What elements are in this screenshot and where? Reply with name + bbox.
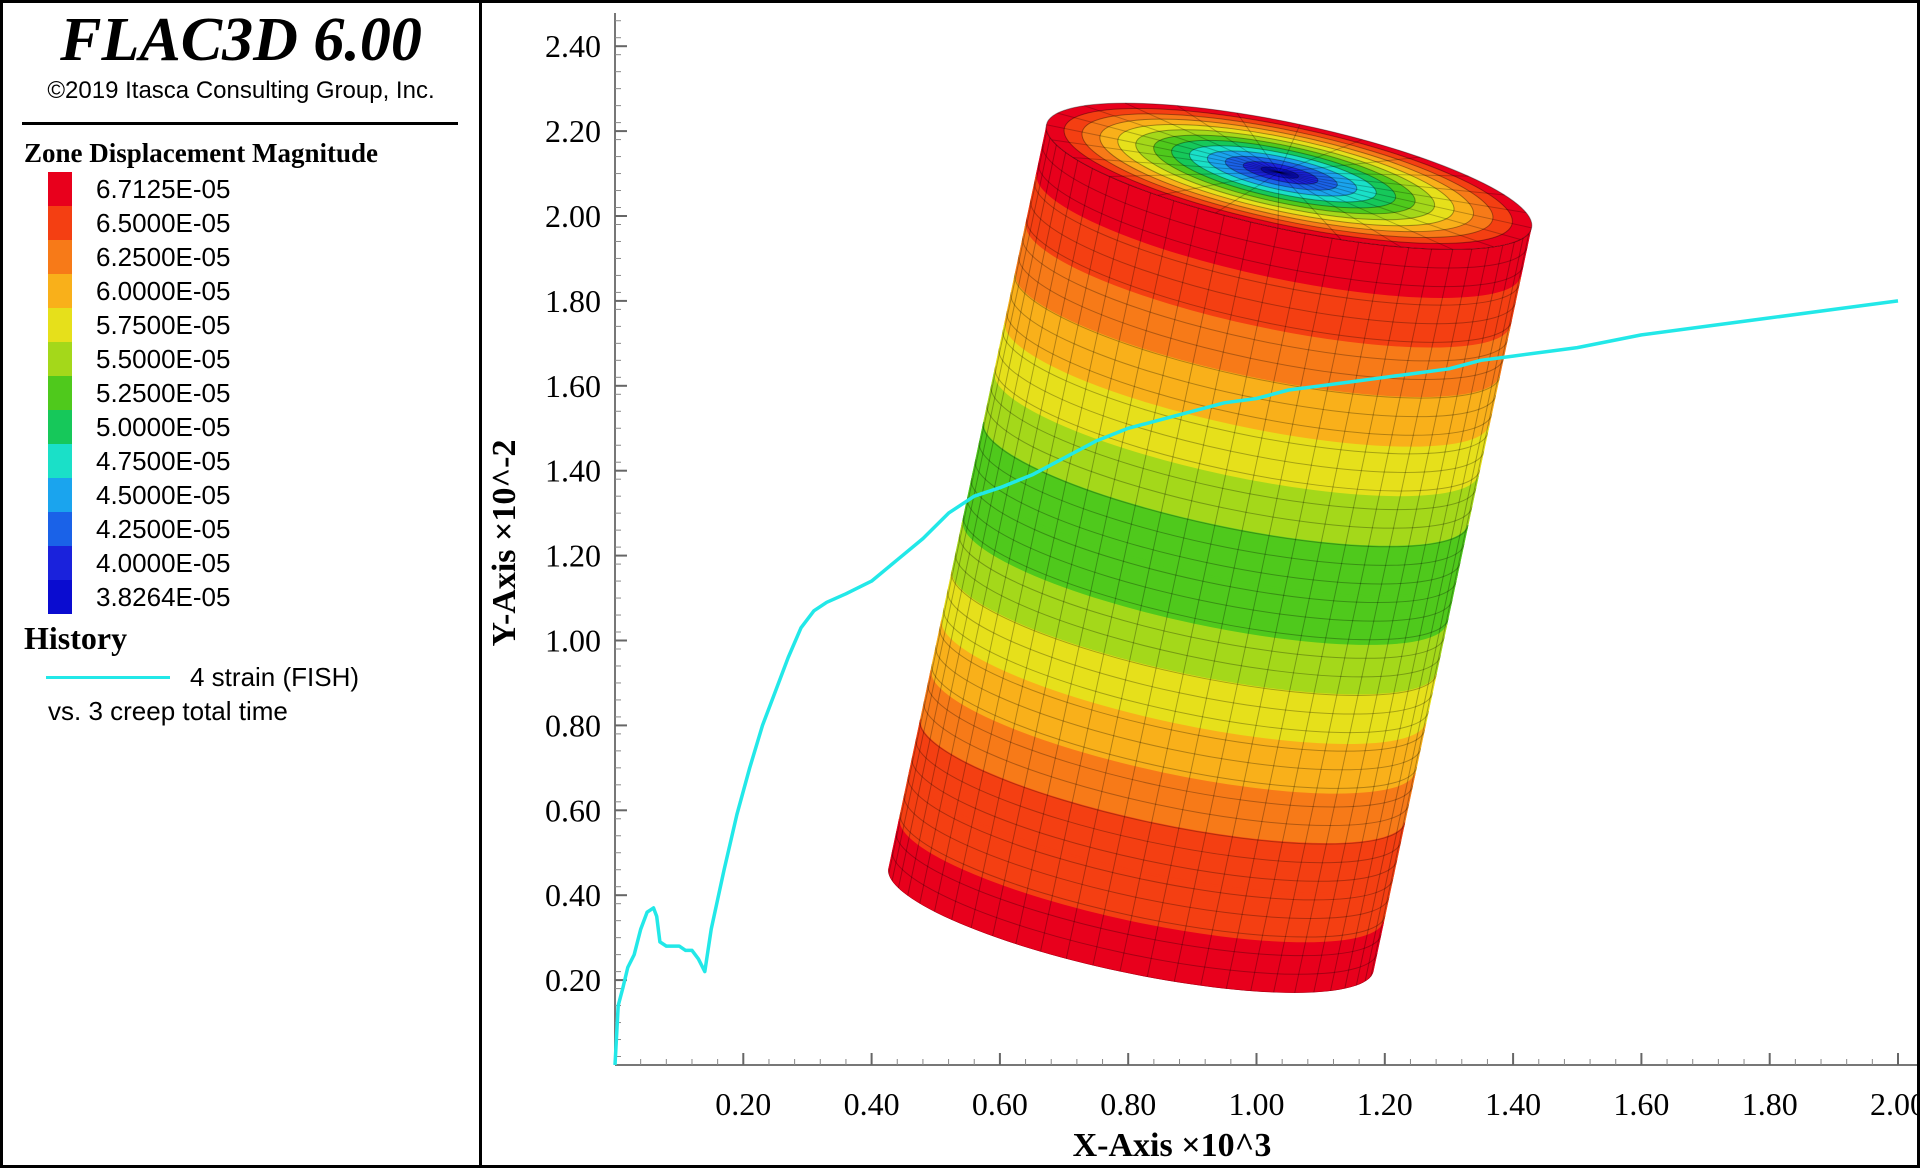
history-vs-label: vs. 3 creep total time bbox=[48, 696, 288, 726]
history-heading: History bbox=[24, 620, 128, 656]
color-scale-label: 6.7125E-05 bbox=[96, 174, 231, 204]
history-series-label: 4 strain (FISH) bbox=[190, 662, 360, 692]
y-tick-label: 2.20 bbox=[545, 113, 601, 149]
color-scale-label: 6.5000E-05 bbox=[96, 208, 231, 238]
x-tick-label: 0.60 bbox=[972, 1086, 1028, 1122]
x-axis-title: X-Axis ×10^3 bbox=[1073, 1127, 1272, 1164]
history-line-sample bbox=[46, 676, 170, 679]
y-axis-title: Y-Axis ×10^-2 bbox=[486, 440, 523, 647]
x-tick-label: 2.00 bbox=[1870, 1086, 1917, 1122]
app-title: FLAC3D 6.00 bbox=[60, 6, 422, 74]
color-scale-swatch bbox=[48, 240, 72, 274]
y-tick-label: 0.60 bbox=[545, 792, 601, 828]
color-scale-swatch bbox=[48, 308, 72, 342]
y-tick-label: 0.20 bbox=[545, 962, 601, 998]
color-scale-label: 5.2500E-05 bbox=[96, 378, 231, 408]
y-tick-label: 0.80 bbox=[545, 707, 601, 743]
color-scale-label: 4.7500E-05 bbox=[96, 446, 231, 476]
y-tick-label: 1.40 bbox=[545, 453, 601, 489]
y-tick-label: 1.60 bbox=[545, 368, 601, 404]
color-scale-label: 4.2500E-05 bbox=[96, 514, 231, 544]
title-divider bbox=[22, 122, 458, 125]
x-tick-label: 0.40 bbox=[844, 1086, 900, 1122]
color-scale-swatch bbox=[48, 376, 72, 410]
y-tick-label: 2.00 bbox=[545, 198, 601, 234]
y-tick-label: 0.40 bbox=[545, 877, 601, 913]
legend-panel: FLAC3D 6.00 ©2019 Itasca Consulting Grou… bbox=[0, 0, 482, 1168]
color-scale-label: 6.0000E-05 bbox=[96, 276, 231, 306]
x-tick-label: 1.60 bbox=[1613, 1086, 1669, 1122]
y-tick-label: 1.80 bbox=[545, 283, 601, 319]
chart-svg: 0.20 0.40 0.60 0.80 1.00 1.20 1.40 1.60 1.80 2.00… bbox=[486, 13, 1917, 1164]
color-scale-label: 6.2500E-05 bbox=[96, 242, 231, 272]
color-scale-label: 5.7500E-05 bbox=[96, 310, 231, 340]
y-tick-label: 1.20 bbox=[545, 538, 601, 574]
x-tick-label: 1.20 bbox=[1357, 1086, 1413, 1122]
color-scale-swatch bbox=[48, 274, 72, 308]
x-tick-label: 0.20 bbox=[715, 1086, 771, 1122]
color-scale-swatch bbox=[48, 444, 72, 478]
color-scale-label: 3.8264E-05 bbox=[96, 582, 231, 612]
color-scale-label: 4.0000E-05 bbox=[96, 548, 231, 578]
axes: 0.20 0.40 0.60 0.80 1.00 1.20 1.40 1.60 1.80 2.00… bbox=[545, 13, 1917, 1122]
color-scale-label: 5.5000E-05 bbox=[96, 344, 231, 374]
legend-heading: Zone Displacement Magnitude bbox=[24, 138, 378, 168]
color-scale-swatch bbox=[48, 206, 72, 240]
x-tick-label: 0.80 bbox=[1100, 1086, 1156, 1122]
cylinder-top bbox=[1045, 102, 1533, 250]
color-scale-label: 5.0000E-05 bbox=[96, 412, 231, 442]
x-tick-label: 1.00 bbox=[1229, 1086, 1285, 1122]
color-scale-swatch bbox=[48, 410, 72, 444]
color-scale-swatch bbox=[48, 512, 72, 546]
color-scale-swatch bbox=[48, 342, 72, 376]
x-tick-label: 1.80 bbox=[1742, 1086, 1798, 1122]
color-scale-label: 4.5000E-05 bbox=[96, 480, 231, 510]
cylinder-side bbox=[888, 124, 1532, 993]
series-line-strain bbox=[613, 299, 1899, 1066]
plot-area: 0.20 0.40 0.60 0.80 1.00 1.20 1.40 1.60 1.80 2.00… bbox=[485, 3, 1917, 1165]
cylinder-model bbox=[888, 102, 1533, 993]
y-tick-label: 1.00 bbox=[545, 623, 601, 659]
color-scale-swatch bbox=[48, 580, 72, 614]
x-tick-label: 1.40 bbox=[1485, 1086, 1541, 1122]
y-tick-label: 2.40 bbox=[545, 28, 601, 64]
copyright-text: ©2019 Itasca Consulting Group, Inc. bbox=[47, 77, 435, 104]
series-group bbox=[613, 299, 1899, 1066]
color-scale-swatch bbox=[48, 172, 72, 206]
color-scale-swatch bbox=[48, 546, 72, 580]
color-scale-swatch bbox=[48, 478, 72, 512]
